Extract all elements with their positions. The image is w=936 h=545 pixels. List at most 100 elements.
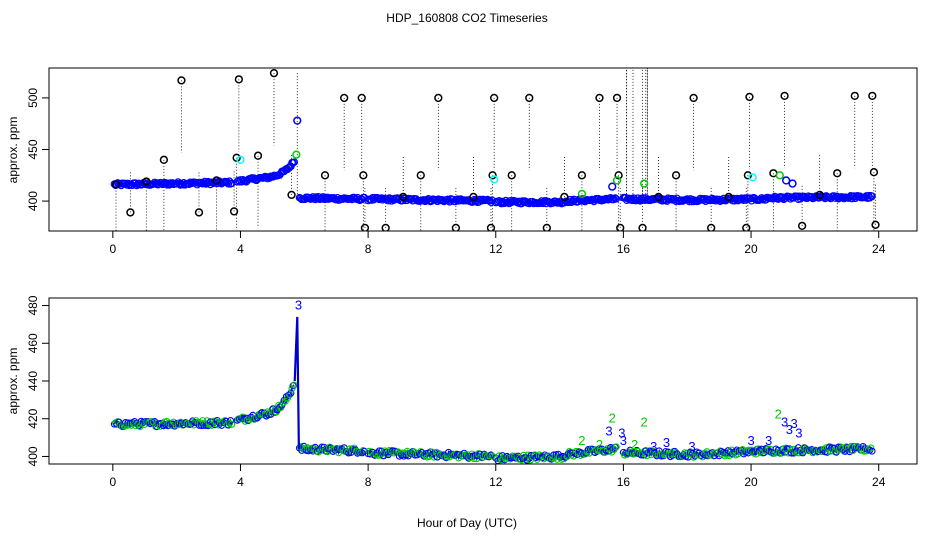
- data-point: [868, 447, 876, 455]
- top-plot-area: [110, 68, 880, 231]
- data-point: [497, 456, 505, 464]
- y-tick-label: 500: [26, 88, 40, 108]
- data-point: [622, 196, 631, 205]
- y-tick-label: 450: [26, 139, 40, 159]
- data-point: [604, 195, 613, 204]
- outlier-point: [234, 75, 244, 84]
- outlier-point: [434, 93, 443, 103]
- highlight-point: [608, 182, 617, 191]
- figure-title: HDP_160808 CO2 Timeseries: [386, 11, 547, 25]
- highlight-point: [788, 179, 797, 188]
- highlight-point: [292, 150, 301, 159]
- highlight-point: [236, 155, 245, 164]
- outlier-point: [416, 171, 425, 180]
- bottom-y-axis: 400 420 440 460 480: [26, 295, 49, 466]
- outlier-point: [614, 171, 623, 180]
- outlier-point: [486, 223, 496, 231]
- y-tick-label: 420: [26, 408, 40, 428]
- outlier-point: [797, 221, 807, 230]
- flag-label: 3: [688, 439, 695, 454]
- x-tick-label: 20: [744, 242, 758, 256]
- y-tick-label: 400: [26, 446, 40, 466]
- y-tick-label: 440: [26, 371, 40, 391]
- data-point: [526, 456, 534, 464]
- x-axis-title: Hour of Day (UTC): [417, 516, 517, 530]
- x-tick-label: 0: [109, 242, 116, 256]
- flag-label: 2: [609, 411, 616, 426]
- outlier-point: [126, 208, 135, 217]
- highlight-point: [612, 176, 622, 185]
- flag-label: 2: [775, 407, 782, 422]
- data-point: [316, 195, 325, 203]
- outlier-point: [724, 192, 733, 202]
- outlier-point: [560, 192, 569, 202]
- highlight-point: [490, 175, 499, 184]
- data-point: [132, 181, 141, 190]
- outlier-point: [507, 171, 516, 180]
- outlier-point: [743, 171, 753, 180]
- x-tick-label: 24: [872, 475, 886, 489]
- data-point: [485, 453, 493, 461]
- flag-label: 3: [747, 433, 754, 448]
- outlier-point: [490, 93, 499, 103]
- flag-label: 3: [663, 435, 670, 450]
- outlier-point: [229, 207, 239, 216]
- panel-top: 0 4 8 12 16 20 24 400 450 500 approx. ppm: [6, 67, 918, 256]
- x-tick-label: 8: [365, 242, 372, 256]
- x-tick-label: 8: [365, 475, 372, 489]
- data-point: [868, 192, 876, 201]
- outlier-point: [833, 169, 842, 178]
- x-tick-label: 4: [237, 475, 244, 489]
- highlight-point: [293, 116, 302, 125]
- data-point: [495, 452, 503, 460]
- flag-label: 2: [641, 414, 648, 429]
- data-point: [204, 422, 212, 430]
- flag-label: 3: [765, 433, 772, 448]
- data-point: [758, 445, 766, 453]
- outlier-point: [525, 93, 534, 103]
- data-point: [228, 420, 236, 428]
- x-tick-label: 4: [237, 242, 244, 256]
- flag-label: 3: [605, 424, 612, 439]
- outlier-point: [815, 190, 824, 200]
- highlight-point: [782, 176, 791, 185]
- outlier-point: [577, 171, 587, 180]
- outlier-point: [638, 223, 647, 231]
- flag-label: 3: [781, 414, 788, 429]
- data-point: [582, 449, 590, 457]
- outlier-point: [357, 93, 366, 103]
- flag-label: 3: [795, 426, 802, 441]
- outlier-point: [359, 171, 368, 180]
- data-point: [642, 447, 650, 455]
- outlier-point: [360, 223, 370, 231]
- outlier-point: [253, 151, 263, 160]
- top-y-axis-title: approx. ppm: [6, 117, 20, 184]
- x-tick-label: 16: [617, 475, 631, 489]
- data-point: [287, 389, 295, 397]
- data-point: [671, 447, 679, 456]
- outlier-point: [111, 180, 121, 189]
- flag-label: 3: [618, 426, 625, 441]
- data-point: [288, 385, 296, 393]
- data-point: [289, 382, 297, 390]
- outlier-point: [612, 93, 622, 103]
- data-point: [165, 419, 173, 427]
- top-data-points: [110, 68, 880, 231]
- x-tick-label: 20: [744, 475, 758, 489]
- flag-label: 3: [650, 439, 657, 454]
- data-point: [298, 446, 306, 454]
- outlier-point: [871, 220, 880, 229]
- flag-label: 2: [596, 437, 603, 452]
- outlier-point: [142, 177, 151, 186]
- data-point: [209, 418, 217, 426]
- outlier-point: [654, 192, 663, 202]
- y-tick-label: 480: [26, 295, 40, 315]
- outlier-point: [287, 190, 296, 200]
- outlier-point: [595, 93, 604, 103]
- outlier-point: [616, 223, 625, 231]
- data-point: [730, 196, 739, 205]
- data-point: [290, 158, 299, 166]
